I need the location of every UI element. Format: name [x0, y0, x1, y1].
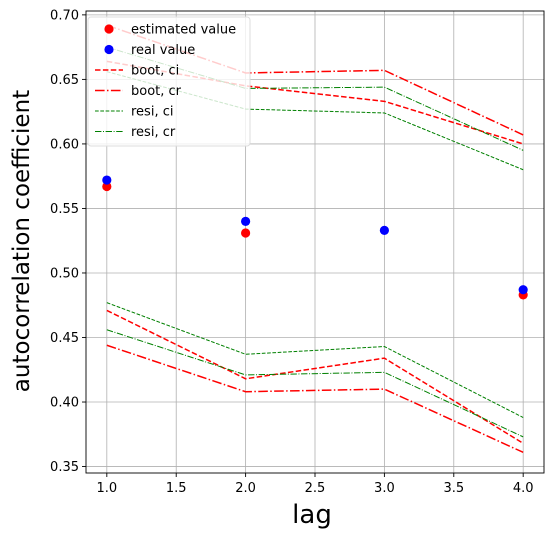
- legend-label-boot-ci: boot, ci: [131, 64, 179, 79]
- legend-label-resi-ci: resi, ci: [131, 105, 173, 120]
- x-tick-label: 2.5: [305, 481, 326, 496]
- y-tick-label: 0.55: [50, 202, 79, 217]
- series-boot-ci-upper-line: [106, 60, 524, 145]
- series-resi-cr-lower-line: [106, 329, 524, 438]
- x-tick-label: 3.0: [374, 481, 395, 496]
- legend-marker-estimated-value: [104, 24, 114, 34]
- legend-box: [87, 16, 251, 147]
- series-boot-cr-upper-line: [106, 24, 524, 136]
- y-axis-label: autocorrelation coefficient: [9, 90, 35, 392]
- y-tick-label: 0.65: [50, 73, 79, 88]
- point-estimated-value: [102, 181, 112, 192]
- x-tick-label: 1.0: [96, 481, 117, 496]
- legend-marker-real-value: [104, 44, 114, 55]
- legend-label-boot-cr: boot, cr: [131, 84, 182, 99]
- x-tick-label: 3.5: [443, 481, 464, 496]
- y-tick-label: 0.40: [50, 396, 79, 411]
- point-estimated-value: [241, 228, 251, 238]
- y-tick-label: 0.50: [50, 266, 79, 281]
- x-tick-label: 1.5: [166, 481, 187, 496]
- series-resi-ci-lower-line: [106, 302, 524, 418]
- legend-label-estimated-value: estimated value: [131, 23, 236, 38]
- point-real-value: [241, 216, 251, 226]
- point-real-value: [379, 225, 389, 235]
- x-axis-label: lag: [292, 500, 332, 530]
- series-boot-ci-lower-line: [106, 309, 524, 444]
- legend-label-real-value: real value: [131, 43, 195, 58]
- y-tick-label: 0.45: [50, 331, 79, 346]
- x-tick-label: 2.0: [235, 481, 256, 496]
- point-real-value: [102, 175, 112, 185]
- y-tick-label: 0.60: [50, 137, 79, 152]
- y-tick-label: 0.35: [50, 460, 79, 475]
- point-real-value: [518, 285, 528, 295]
- legend-label-resi-cr: resi, cr: [131, 125, 176, 140]
- x-tick-label: 4.0: [513, 481, 534, 496]
- series-boot-cr-lower-line: [106, 344, 524, 454]
- y-tick-label: 0.70: [50, 8, 79, 23]
